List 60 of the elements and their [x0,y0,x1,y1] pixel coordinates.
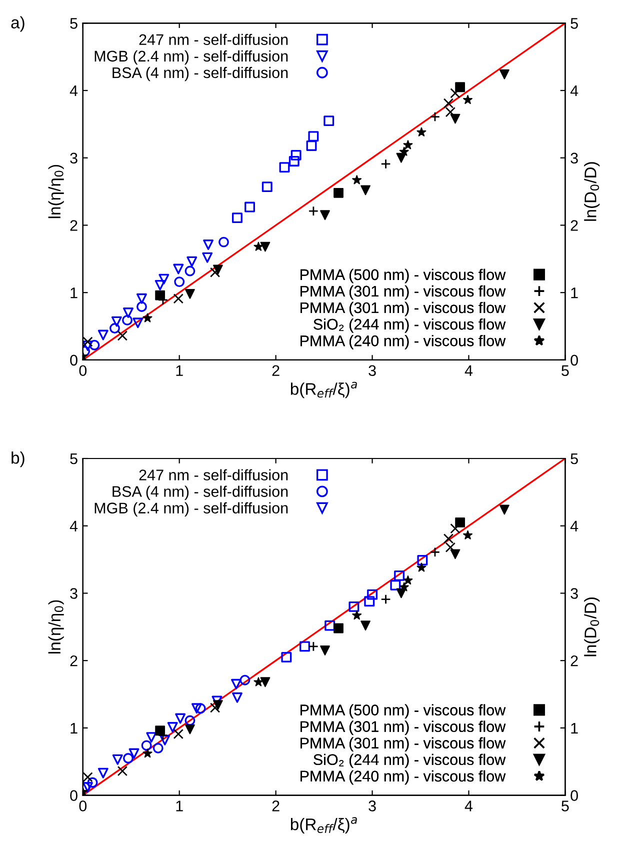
legend-label: MGB (2.4 nm) - self-diffusion [94,50,288,65]
legend-label: MGB (2.4 nm) - self-diffusion [94,502,288,516]
y-axis-title: ln(η/η$_{0}$) [48,164,64,218]
y2-axis-title: ln(D$_{0}$/D) [584,162,600,221]
y-tick-label: 1 [70,722,78,734]
x-tick-label: 1 [176,800,183,812]
y2-axis-title: ln(D$_{0}$/D) [584,598,600,656]
y2-tick-label: 5 [570,454,578,464]
y2-tick-label: 1 [571,722,578,734]
y-tick-label: 0 [70,354,78,366]
legend-label: 247 nm - self-diffusion [139,469,288,480]
y2-tick-label: 3 [570,588,578,599]
legend-label: PMMA (301 nm) - viscous flow [300,737,506,752]
legend-label: PMMA (301 nm) - viscous flow [300,302,506,316]
x-tick-label: 3 [368,800,376,812]
legend-label: PMMA (500 nm) - viscous flow [300,704,506,718]
y2-tick-label: 0 [570,790,578,801]
y-tick-label: 3 [70,588,78,599]
legend-label: BSA (4 nm) - self-diffusion [112,66,288,82]
x-tick-label: 0 [79,800,87,812]
x-axis-title: b(R$_{eff}$/ξ)$^{a}$ [290,382,357,398]
y2-tick-label: 4 [570,520,578,532]
y2-tick-label: 2 [570,655,578,666]
legend-label: PMMA (301 nm) - viscous flow [300,720,506,735]
y2-tick-label: 1 [571,288,578,298]
x-tick-label: 1 [176,365,183,376]
y-tick-label: 1 [70,288,78,298]
legend-label: BSA (4 nm) - self-diffusion [112,486,288,500]
legend-label: PMMA (240 nm) - viscous flow [300,335,506,350]
x-tick-label: 2 [272,365,280,376]
x-tick-label: 5 [562,365,569,376]
x-tick-label: 4 [464,365,473,376]
legend-label: PMMA (301 nm) - viscous flow [300,285,506,300]
y-tick-label: 2 [70,220,78,231]
y-tick-label: 2 [70,655,78,666]
y-axis-title: ln(η/η$_{0}$) [48,600,64,654]
legend-label: SiO₂ (244 nm) - viscous flow [314,754,506,768]
x-tick-label: 0 [79,365,87,376]
y-tick-label: 5 [70,18,78,29]
y-tick-label: 4 [70,520,78,532]
y2-tick-label: 0 [570,354,578,366]
chart-title: b) [12,452,24,468]
legend-label: PMMA (500 nm) - viscous flow [300,268,506,284]
y-tick-label: 3 [70,152,78,164]
x-tick-label: 3 [368,365,376,376]
x-tick-label: 4 [464,800,473,812]
x-tick-label: 2 [272,800,280,812]
y2-tick-label: 3 [570,152,578,164]
legend-label: 247 nm - self-diffusion [139,34,288,46]
chart-title: a) [11,16,24,32]
y2-tick-label: 4 [570,86,578,96]
x-tick-label: 5 [562,800,569,812]
y-tick-label: 5 [70,454,78,464]
y-tick-label: 4 [70,86,78,96]
x-axis-title: b(R$_{eff}$/ξ)$^{a}$ [290,817,357,834]
legend-label: PMMA (240 nm) - viscous flow [300,770,506,785]
y2-tick-label: 5 [570,18,578,29]
y2-tick-label: 2 [570,220,578,231]
y-tick-label: 0 [70,790,78,801]
legend-label: SiO₂ (244 nm) - viscous flow [314,318,506,333]
